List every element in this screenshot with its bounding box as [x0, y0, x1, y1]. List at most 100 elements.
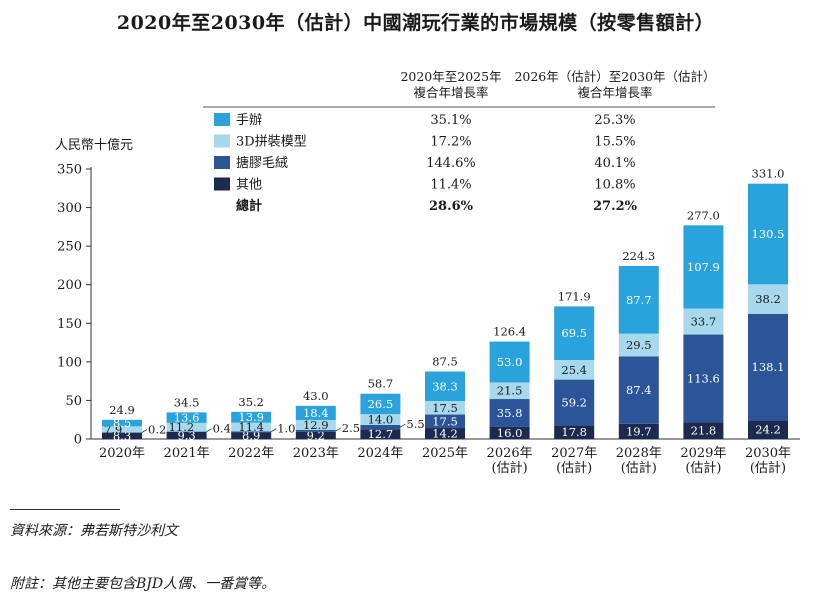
cagr-header-2020-2025: 複合年增長率: [413, 85, 488, 100]
chart-title: 2020年至2030年（估計）中國潮玩行業的市場規模（按零售額計）: [116, 12, 715, 34]
bar-model-3d: [231, 422, 272, 432]
data-label-model-3d: 21.5: [497, 384, 523, 398]
data-label-leader: [141, 429, 148, 433]
bar-others: [102, 432, 142, 439]
data-label-hand-figure: 87.7: [626, 293, 652, 307]
bar-vinyl-plush: [748, 313, 788, 421]
bar-hand-figure: [102, 419, 142, 427]
bar-others: [231, 432, 272, 439]
bar-total-label: 224.3: [622, 249, 655, 263]
data-label-model-3d: 12.9: [303, 418, 329, 432]
x-tick-label: (估計): [750, 460, 786, 476]
bar-model-3d: [489, 382, 530, 400]
x-tick-label: 2025年: [422, 446, 468, 461]
y-tick-label: 350: [57, 163, 82, 178]
data-label-others: 17.8: [561, 425, 587, 439]
bar-total-label: 58.7: [368, 377, 394, 391]
bar-others: [425, 428, 465, 439]
bar-vinyl-plush: [295, 429, 336, 432]
data-label-leader: [270, 428, 277, 433]
data-label-vinyl-plush: 5.5: [406, 417, 424, 431]
bar-others: [360, 429, 401, 439]
data-label-leader: [206, 428, 212, 433]
bar-total-label: 171.9: [558, 289, 591, 303]
bar-model-3d: [618, 333, 659, 357]
bar-total-label: 43.0: [303, 389, 329, 403]
bar-others: [748, 420, 788, 439]
bar-model-3d: [102, 426, 142, 433]
data-label-vinyl-plush: 59.2: [561, 395, 587, 409]
bar-model-3d: [683, 308, 724, 335]
data-label-hand-figure: 8.5: [113, 416, 131, 430]
y-tick-label: 250: [57, 240, 82, 255]
bar-hand-figure: [554, 306, 595, 361]
bar-model-3d: [554, 360, 595, 380]
y-axis-label: 人民幣十億元: [55, 137, 133, 153]
data-label-vinyl-plush: 113.6: [687, 371, 720, 385]
bar-vinyl-plush: [489, 399, 530, 427]
bar-vinyl-plush: [231, 431, 272, 433]
cagr-value-2020-2025: 11.4%: [430, 178, 471, 193]
data-label-model-3d: 11.4: [238, 420, 264, 434]
data-label-leader: [400, 423, 406, 428]
data-label-vinyl-plush: 138.1: [752, 360, 785, 374]
cagr-value-2020-2025: 17.2%: [430, 135, 471, 150]
data-label-vinyl-plush: 0.4: [213, 422, 231, 436]
data-label-vinyl-plush: 87.4: [626, 383, 652, 397]
legend-label-hand-figure: 手辦: [236, 113, 262, 128]
y-tick-label: 150: [57, 317, 82, 332]
legend-label-others: 其他: [236, 178, 262, 193]
x-tick-label: 2026年: [487, 446, 533, 461]
bar-hand-figure: [489, 341, 530, 383]
bar-others: [166, 431, 207, 439]
source-note: 資料來源：弗若斯特沙利文: [10, 523, 178, 539]
bar-model-3d: [425, 401, 465, 415]
bar-hand-figure: [425, 371, 465, 402]
y-tick-label: 0: [74, 433, 82, 448]
data-label-hand-figure: 107.9: [687, 260, 720, 274]
data-label-model-3d: 25.4: [561, 363, 587, 377]
x-tick-label: 2020年: [99, 446, 145, 461]
data-label-hand-figure: 26.5: [368, 397, 394, 411]
data-label-hand-figure: 38.3: [432, 379, 458, 393]
cagr-value-2020-2025: 144.6%: [426, 156, 476, 171]
cagr-header-2020-2025: 2020年至2025年: [400, 69, 501, 84]
cagr-value-2026-2030: 40.1%: [594, 156, 635, 171]
source-divider: [10, 509, 120, 510]
bar-others: [683, 422, 724, 439]
bar-total-label: 331.0: [752, 167, 785, 181]
y-tick-label: 100: [57, 355, 82, 370]
bar-hand-figure: [360, 393, 401, 415]
x-tick-label: 2023年: [293, 446, 339, 461]
data-label-model-3d: 33.7: [691, 315, 717, 329]
data-label-model-3d: 29.5: [626, 338, 652, 352]
legend-label-total: 總計: [236, 198, 262, 214]
bar-total-label: 87.5: [432, 355, 458, 369]
data-label-vinyl-plush: 17.5: [432, 414, 458, 428]
bar-hand-figure: [166, 412, 207, 423]
cagr-header-2026-2030: 2026年（估計）至2030年（估計）: [514, 69, 715, 84]
bar-hand-figure: [295, 405, 336, 421]
bar-total-label: 24.9: [109, 403, 135, 417]
x-tick-label: (估計): [492, 460, 528, 476]
bar-model-3d: [166, 422, 207, 432]
data-label-model-3d: 14.0: [368, 413, 394, 427]
x-tick-label: 2029年: [680, 446, 726, 461]
legend-swatch-model-3d: [214, 134, 230, 148]
bar-vinyl-plush: [683, 334, 724, 423]
data-label-vinyl-plush: 2.5: [342, 421, 360, 435]
bar-vinyl-plush: [425, 414, 465, 429]
bar-model-3d: [748, 284, 788, 314]
x-tick-label: 2027年: [551, 446, 597, 461]
y-tick-label: 300: [57, 201, 82, 216]
data-label-leader: [335, 427, 342, 432]
bar-total-label: 277.0: [687, 208, 720, 222]
x-tick-label: (估計): [556, 460, 592, 476]
bar-hand-figure: [618, 265, 659, 334]
footnote: 附註：其他主要包含BJD人偶、一番賞等。: [10, 576, 276, 592]
cagr-value-2026-2030: 27.2%: [593, 199, 638, 214]
bar-hand-figure: [748, 183, 788, 285]
bar-total-label: 34.5: [174, 395, 200, 409]
bar-hand-figure: [231, 411, 272, 423]
